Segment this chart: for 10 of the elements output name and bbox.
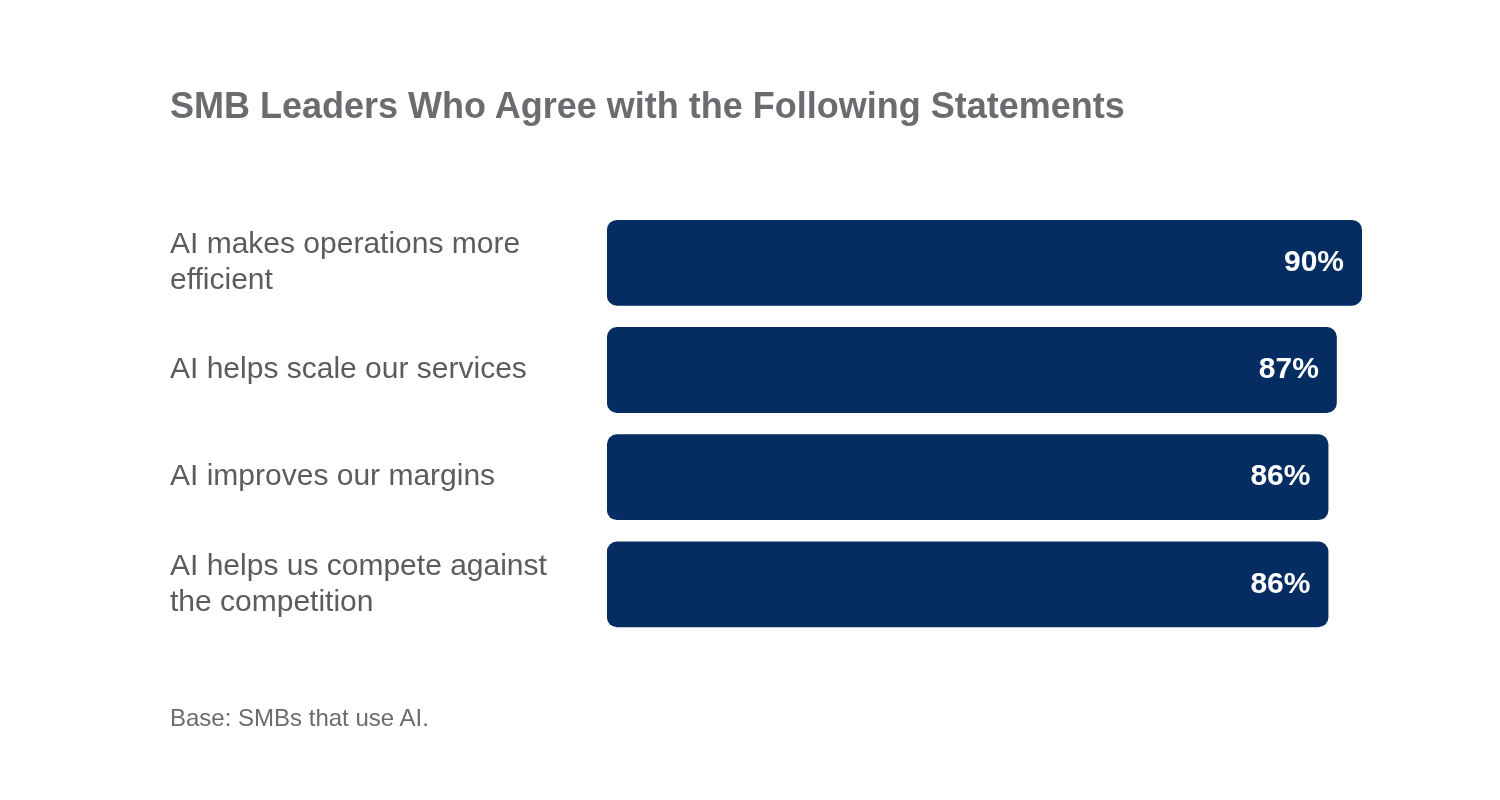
y-tick-label: AI makes operations more efficient	[170, 226, 521, 296]
text: Base: SMBs that use AI.	[170, 704, 429, 731]
chart-title: SMB Leaders Who Agree with the Following Statements	[170, 84, 1125, 126]
y-tick-label: AI improves our margins	[170, 458, 496, 492]
y-tick-label: AI helps us compete against the competition	[170, 547, 548, 617]
data-label: 86%	[1250, 458, 1311, 492]
data-label: 90%	[1283, 244, 1344, 278]
data-label: 87%	[1258, 351, 1319, 385]
data-label: 86%	[1250, 565, 1311, 599]
y-tick-label: AI helps scale our services	[170, 351, 527, 385]
